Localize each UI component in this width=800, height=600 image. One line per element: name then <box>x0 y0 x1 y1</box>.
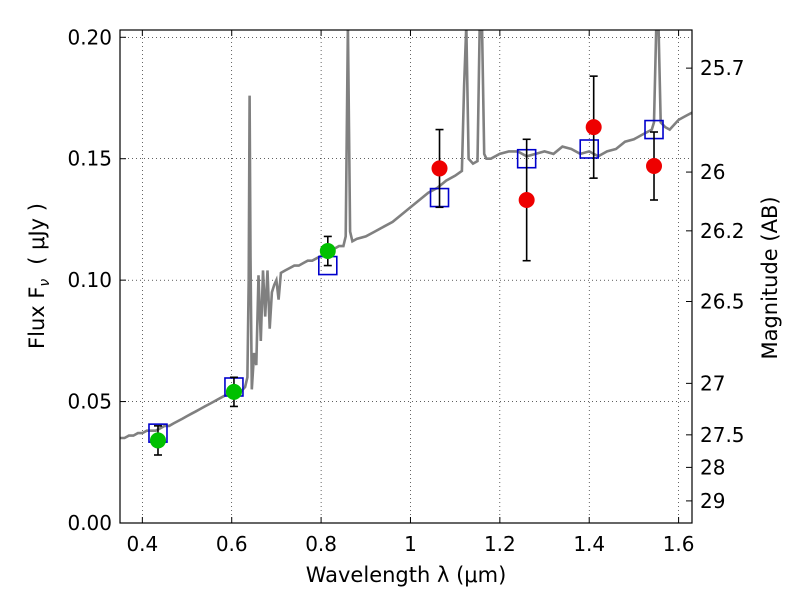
right-tick-label: 29 <box>700 489 725 513</box>
y-axis-label-unit: ( μJy ) <box>25 203 49 265</box>
right-tick-label: 28 <box>700 455 725 479</box>
y-tick-label: 0.15 <box>67 147 112 171</box>
right-tick-label: 26.5 <box>700 290 745 314</box>
x-tick-label: 1.6 <box>663 532 695 556</box>
model-photometry-square <box>579 139 600 159</box>
x-axis-label: Wavelength λ (μm) <box>306 563 507 587</box>
y-tick-label: 0.20 <box>67 25 112 49</box>
photometry-point <box>518 192 535 208</box>
plot-area <box>120 30 692 456</box>
photometry-point <box>149 432 166 449</box>
right-tick-label: 26.2 <box>700 219 745 243</box>
photometry-point <box>319 243 336 259</box>
right-axis-label: Magnitude (AB) <box>758 196 782 359</box>
photometry-point <box>225 383 242 400</box>
x-tick-label: 0.8 <box>305 532 337 556</box>
axes-ticks: 0.4 0.6 0.8 1 1.2 1.4 1.6 0.00 0.05 0.10 0.15 0.20 2… <box>67 25 744 556</box>
y-tick-label: 0.10 <box>67 268 112 292</box>
y-axis-label-sub: ν <box>37 279 53 287</box>
photometry-point <box>431 160 448 177</box>
x-tick-label: 1 <box>404 532 417 556</box>
right-tick-label: 25.7 <box>700 56 745 80</box>
plot-background <box>120 30 692 523</box>
x-tick-label: 0.4 <box>126 532 158 556</box>
photometry-point <box>646 158 663 174</box>
right-tick-label: 26 <box>700 160 725 184</box>
photometry-point <box>585 119 602 136</box>
y-tick-label: 0.05 <box>67 390 112 414</box>
y-tick-label: 0.00 <box>67 511 112 535</box>
x-tick-label: 1.2 <box>484 532 516 556</box>
y-axis-label-main: Flux F <box>25 287 49 349</box>
y-axis-label: Flux Fν ( μJy ) <box>25 203 53 349</box>
plot-frame <box>119 29 693 524</box>
x-tick-label: 1.4 <box>573 532 605 556</box>
x-tick-label: 0.6 <box>216 532 248 556</box>
right-tick-label: 27.5 <box>700 423 745 447</box>
right-tick-label: 27 <box>700 371 725 395</box>
